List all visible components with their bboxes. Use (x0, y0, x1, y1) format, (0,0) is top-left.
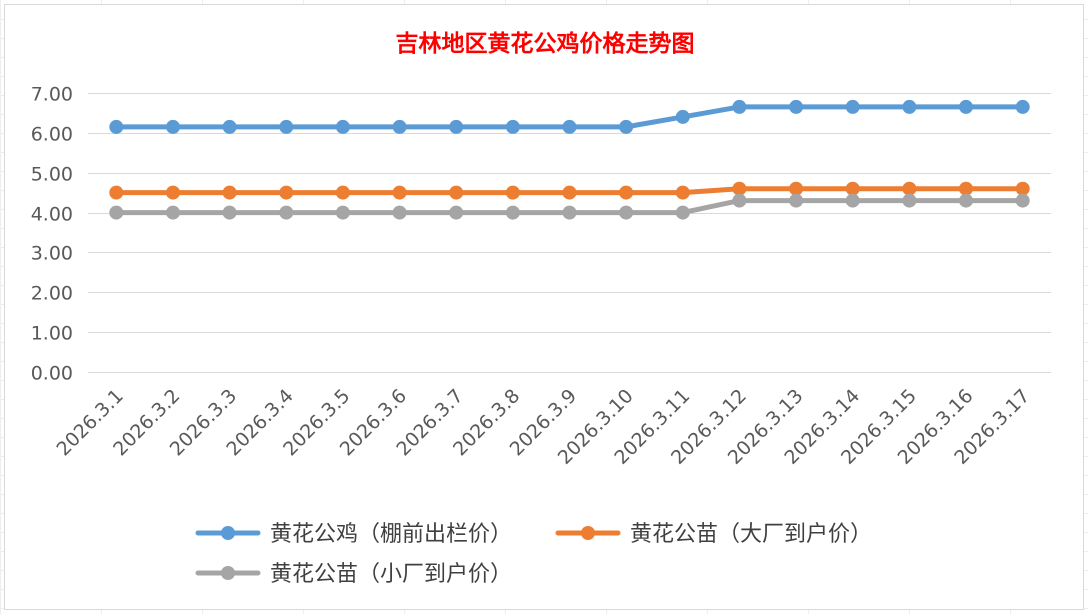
y-tick-label: 6.00 (31, 124, 73, 146)
y-tick-label: 5.00 (31, 164, 73, 186)
data-point (109, 185, 124, 200)
legend: 黄花公鸡（棚前出栏价） 黄花公苗（大厂到户价） 黄花公苗（小厂到户价） (195, 522, 872, 587)
data-point (335, 205, 350, 220)
data-point (789, 193, 804, 208)
data-point (392, 185, 407, 200)
y-tick-label: 3.00 (31, 243, 73, 265)
data-point (845, 99, 860, 114)
data-point (279, 119, 294, 134)
series-2 (109, 181, 1030, 200)
data-point (845, 181, 860, 196)
legend-swatch-marker (221, 526, 235, 540)
data-point (562, 185, 577, 200)
data-point (619, 205, 634, 220)
data-point (449, 119, 464, 134)
line-chart: 吉林地区黄花公鸡价格走势图 0.00 1.00 2.00 3.00 4.00 5.00 6.… (31, 30, 1051, 587)
y-tick-label: 2.00 (31, 283, 73, 305)
legend-label: 黄花公鸡（棚前出栏价） (270, 522, 512, 547)
data-point (166, 185, 180, 200)
y-tick-label: 4.00 (31, 204, 73, 226)
data-point (789, 99, 804, 114)
y-tick-label: 1.00 (31, 323, 73, 345)
data-point (109, 119, 124, 134)
legend-label: 黄花公苗（大厂到户价） (630, 522, 872, 547)
data-point (732, 193, 747, 208)
data-point (675, 205, 690, 220)
legend-item[interactable]: 黄花公苗（小厂到户价） (195, 562, 512, 587)
data-point (449, 205, 464, 220)
data-point (392, 119, 407, 134)
data-point (505, 119, 520, 134)
data-point (562, 119, 577, 134)
data-point (959, 193, 973, 208)
data-point (109, 205, 124, 220)
data-point (675, 109, 690, 124)
chart-area[interactable]: 吉林地区黄花公鸡价格走势图 0.00 1.00 2.00 3.00 4.00 5.00 6.… (4, 4, 1084, 610)
data-point (959, 99, 973, 114)
data-point (902, 181, 917, 196)
x-axis-ticks: 2026.3.12026.3.22026.3.32026.3.42026.3.5… (52, 385, 1034, 469)
data-point (166, 205, 180, 220)
series-1 (109, 99, 1030, 134)
data-point (1015, 99, 1030, 114)
y-tick-label: 7.00 (31, 84, 73, 106)
data-point (902, 99, 917, 114)
data-point (279, 185, 294, 200)
data-point (675, 185, 690, 200)
data-point (505, 185, 520, 200)
data-point (335, 185, 350, 200)
data-point (222, 185, 237, 200)
data-point (1015, 193, 1030, 208)
data-point (166, 119, 180, 134)
data-point (222, 205, 237, 220)
data-point (732, 181, 747, 196)
chart-title: 吉林地区黄花公鸡价格走势图 (396, 30, 695, 57)
legend-swatch-marker (581, 526, 595, 540)
data-point (959, 181, 973, 196)
legend-label: 黄花公苗（小厂到户价） (270, 562, 512, 587)
data-point (335, 119, 350, 134)
series-3 (109, 193, 1030, 220)
data-point (449, 185, 464, 200)
legend-item[interactable]: 黄花公鸡（棚前出栏价） (195, 522, 512, 547)
data-point (732, 99, 747, 114)
data-point (222, 119, 237, 134)
data-point (902, 193, 917, 208)
chart-gridlines (88, 93, 1051, 373)
data-point (1015, 181, 1030, 196)
legend-swatch-marker (221, 566, 235, 580)
data-point (392, 205, 407, 220)
data-point (845, 193, 860, 208)
data-point (562, 205, 577, 220)
data-point (789, 181, 804, 196)
series-layer (109, 99, 1030, 220)
legend-item[interactable]: 黄花公苗（大厂到户价） (555, 522, 872, 547)
y-axis-ticks: 0.00 1.00 2.00 3.00 4.00 5.00 6.00 7.00 (31, 84, 73, 385)
y-tick-label: 0.00 (31, 363, 73, 385)
data-point (619, 185, 634, 200)
data-point (619, 119, 634, 134)
data-point (505, 205, 520, 220)
data-point (279, 205, 294, 220)
